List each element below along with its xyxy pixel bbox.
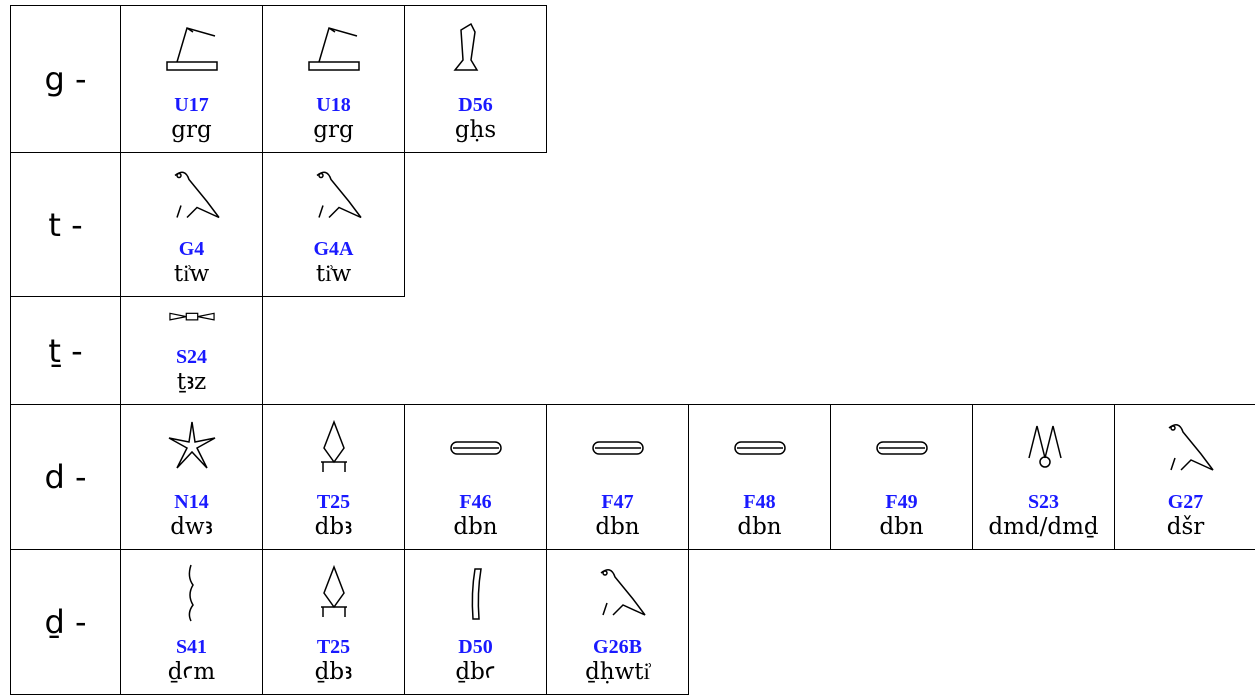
sign-cell: G4A ti͗w [262,152,405,297]
glyph [875,441,928,455]
sign-cell: F47 dbn [546,404,689,550]
sign-cell: T25 ḏbꜣ [262,549,405,695]
sign-cell: F49 dbn [830,404,973,550]
transliteration: ṯꜣz [176,369,207,395]
sign-code: T25 [316,636,351,658]
glyph [591,441,644,455]
row-label: g - [10,5,121,153]
glyph [168,421,215,469]
sign-cell: S23 dmd/dmḏ [972,404,1115,550]
sign-code: S24 [175,346,208,368]
sign-code: F46 [459,491,492,513]
row-label: t - [10,152,121,297]
row-label: ṯ - [10,296,121,405]
transliteration: ḏbꜣ [314,659,353,685]
glyph [452,22,478,71]
glyph [174,171,220,219]
sign-code: U18 [316,94,351,116]
glyph [316,171,362,219]
glyph [600,569,646,616]
sign-code: G4A [313,238,354,260]
transliteration: ḏꜥm [167,659,216,685]
sign-code: N14 [174,491,209,513]
transliteration: grg [171,117,212,143]
row-label: d - [10,404,121,550]
glyph [168,312,215,321]
sign-code: D50 [458,636,493,658]
sign-code: S41 [175,636,208,658]
sign-cell: D50 ḏbꜥ [404,549,547,695]
sign-cell: U18 grg [262,5,405,153]
glyph [188,564,194,622]
glyph [320,564,347,617]
sign-code: S23 [1027,491,1060,513]
glyph [307,27,360,71]
glyph [1027,425,1062,468]
transliteration: dšr [1166,514,1205,540]
transliteration: dmd/dmḏ [988,514,1099,540]
sign-cell: G26B ḏḥwti͗ [546,549,689,695]
sign-code: G27 [1167,491,1204,513]
sign-code: U17 [174,94,209,116]
transliteration: grg [313,117,354,143]
sign-cell: G27 dšr [1114,404,1255,550]
glyph [1168,424,1214,471]
sign-code: F48 [743,491,776,513]
transliteration: ti͗w [173,261,210,287]
sign-cell: T25 dbꜣ [262,404,405,550]
transliteration: dbn [453,514,498,540]
sign-code: F49 [885,491,918,513]
transliteration: ḏḥwti͗ [585,659,650,685]
glyph [165,27,218,71]
transliteration: ḏbꜥ [455,659,496,685]
transliteration: dbn [879,514,924,540]
sign-code: G26B [593,636,642,658]
glyph [733,441,786,455]
sign-cell: U17 grg [120,5,263,153]
glyph [471,568,482,620]
glyph [320,419,347,472]
transliteration: ti͗w [315,261,352,287]
transliteration: dwꜣ [170,514,213,540]
sign-cell: G4 ti͗w [120,152,263,297]
transliteration: gḥs [454,117,497,143]
row-label: ḏ - [10,549,121,695]
sign-code: G4 [178,238,205,260]
sign-code: T25 [316,491,351,513]
sign-cell: F46 dbn [404,404,547,550]
sign-cell: D56 gḥs [404,5,547,153]
sign-code: D56 [458,94,493,116]
transliteration: dbn [595,514,640,540]
sign-code: F47 [601,491,634,513]
sign-cell: S41 ḏꜥm [120,549,263,695]
sign-cell: F48 dbn [688,404,831,550]
sign-cell: S24 ṯꜣz [120,296,263,405]
transliteration: dbꜣ [314,514,353,540]
sign-cell: N14 dwꜣ [120,404,263,550]
glyph [449,441,502,455]
transliteration: dbn [737,514,782,540]
